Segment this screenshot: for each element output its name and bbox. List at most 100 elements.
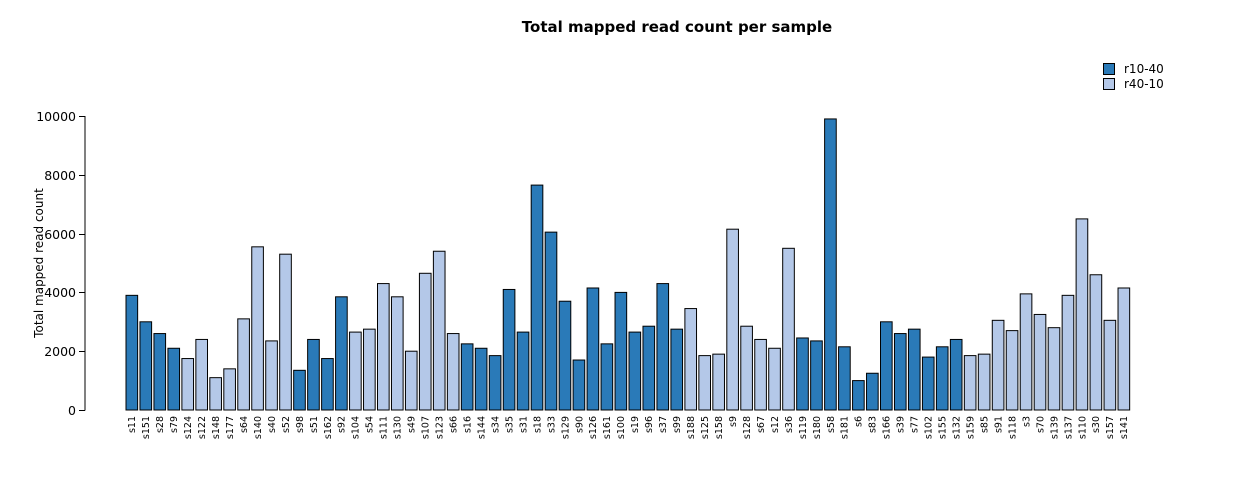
bar-s130: [390, 296, 404, 411]
x-label-s64: s64: [239, 416, 250, 433]
x-label-s37: s37: [658, 416, 669, 433]
bar-s64: [237, 318, 250, 411]
bar-s28: [153, 333, 167, 411]
bar-s37: [656, 283, 670, 411]
bar-s34: [488, 355, 502, 411]
legend: r10-40 r40-10: [1103, 63, 1164, 93]
x-label-s66: s66: [449, 416, 460, 433]
x-label-s141: s141: [1119, 416, 1130, 439]
y-tick-label: 4000: [44, 285, 76, 300]
x-label-s111: s111: [379, 416, 390, 439]
x-label-s118: s118: [1007, 416, 1018, 439]
x-label-s31: s31: [518, 416, 529, 433]
bar-s122: [195, 338, 209, 411]
x-label-s125: s125: [700, 416, 711, 439]
bar-s36: [782, 247, 795, 411]
bar-s90: [572, 359, 586, 411]
y-tick-label: 6000: [44, 227, 76, 242]
legend-label-r10-40: r10-40: [1124, 62, 1164, 76]
x-label-s9: s9: [728, 416, 739, 427]
bar-s123: [432, 250, 446, 411]
y-tick-label: 2000: [44, 344, 76, 359]
x-label-s107: s107: [421, 416, 432, 439]
legend-label-r40-10: r40-10: [1124, 77, 1164, 91]
x-label-s30: s30: [1091, 416, 1102, 433]
x-label-s92: s92: [337, 416, 348, 433]
x-label-s166: s166: [882, 416, 893, 439]
bar-s83: [866, 372, 879, 411]
x-label-s16: s16: [462, 416, 473, 433]
bar-s99: [670, 328, 684, 411]
x-label-s148: s148: [211, 416, 222, 439]
bar-s6: [852, 380, 865, 411]
bar-s31: [516, 331, 530, 411]
x-label-s128: s128: [742, 416, 753, 439]
x-label-s162: s162: [323, 416, 334, 439]
legend-item-r10-40: r10-40: [1103, 63, 1164, 75]
x-label-s54: s54: [365, 416, 376, 433]
bar-s111: [377, 283, 390, 411]
x-label-s40: s40: [267, 416, 278, 433]
bar-s110: [1075, 218, 1089, 411]
x-label-s67: s67: [756, 416, 767, 433]
bar-s177: [223, 368, 236, 411]
x-label-s11: s11: [127, 416, 138, 433]
x-label-s98: s98: [295, 416, 306, 433]
bar-s16: [460, 343, 474, 411]
bar-s166: [880, 321, 893, 411]
bar-s92: [335, 296, 348, 411]
bar-s119: [796, 337, 809, 411]
bar-s79: [167, 347, 181, 411]
x-label-s159: s159: [965, 416, 976, 439]
x-label-s119: s119: [798, 416, 809, 439]
x-label-s139: s139: [1049, 416, 1060, 439]
x-label-s157: s157: [1105, 416, 1116, 439]
x-label-s124: s124: [183, 416, 194, 439]
x-label-s144: s144: [476, 416, 487, 439]
x-label-s51: s51: [309, 416, 320, 433]
bar-s104: [349, 331, 362, 411]
bar-s3: [1019, 293, 1033, 411]
bar-s118: [1005, 330, 1019, 411]
x-label-s126: s126: [588, 416, 599, 439]
bar-s77: [907, 328, 921, 411]
bar-s85: [977, 353, 991, 411]
bar-s91: [991, 319, 1005, 411]
bar-s39: [893, 333, 907, 411]
x-label-s110: s110: [1077, 416, 1088, 439]
x-label-s99: s99: [672, 416, 683, 433]
x-label-s90: s90: [574, 416, 585, 433]
legend-swatch-r40-10: [1103, 78, 1115, 90]
bar-s107: [418, 272, 432, 411]
x-label-s58: s58: [826, 416, 837, 433]
x-label-s129: s129: [560, 416, 571, 439]
x-label-s77: s77: [910, 416, 921, 433]
bar-s12: [768, 347, 781, 411]
bar-s148: [209, 377, 222, 411]
bar-s141: [1117, 287, 1131, 411]
x-label-s85: s85: [979, 416, 990, 433]
bar-s124: [181, 358, 195, 411]
bar-s54: [363, 328, 376, 411]
bar-s67: [754, 338, 767, 411]
bar-s18: [530, 184, 544, 411]
bar-s100: [614, 291, 628, 411]
bar-s11: [125, 294, 139, 411]
bar-s125: [698, 355, 711, 411]
bar-s129: [558, 300, 572, 411]
x-label-s35: s35: [504, 416, 515, 433]
bar-s35: [502, 288, 516, 411]
x-label-s52: s52: [281, 416, 292, 433]
x-label-s177: s177: [225, 416, 236, 439]
bar-s139: [1047, 327, 1061, 411]
bar-s180: [810, 340, 823, 411]
bar-s140: [251, 246, 264, 411]
bar-s30: [1089, 274, 1103, 411]
bar-s137: [1061, 294, 1075, 411]
bar-s58: [824, 118, 837, 411]
legend-swatch-r10-40: [1103, 63, 1115, 75]
x-label-s158: s158: [714, 416, 725, 439]
x-label-s140: s140: [253, 416, 264, 439]
